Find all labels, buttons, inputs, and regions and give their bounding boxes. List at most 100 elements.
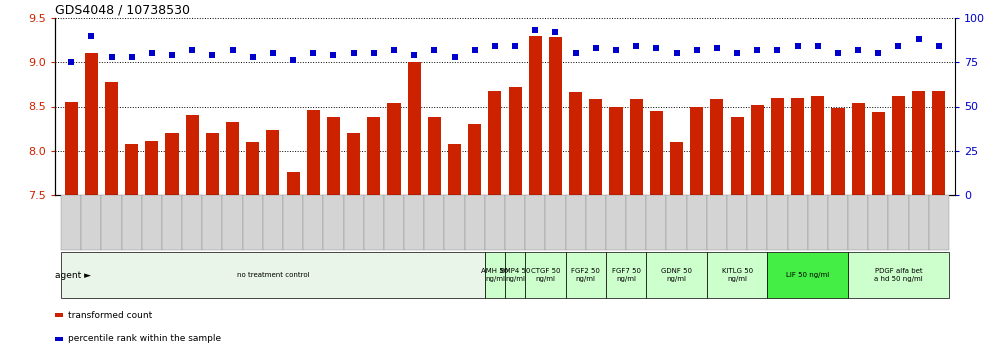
Bar xyxy=(465,195,485,250)
Point xyxy=(548,29,564,35)
Point xyxy=(527,28,543,33)
Bar xyxy=(529,36,542,195)
Bar xyxy=(226,122,239,195)
Bar xyxy=(566,252,606,298)
Bar xyxy=(404,195,424,250)
Bar xyxy=(788,195,808,250)
Point xyxy=(588,45,604,51)
Point xyxy=(164,52,180,58)
Bar xyxy=(932,91,945,195)
Point xyxy=(851,47,867,53)
Point xyxy=(265,51,281,56)
Text: GDNF 50
ng/ml: GDNF 50 ng/ml xyxy=(661,268,692,282)
Bar xyxy=(626,195,646,250)
Bar xyxy=(848,252,949,298)
Bar xyxy=(324,195,344,250)
Bar xyxy=(710,99,723,195)
Bar xyxy=(505,195,525,250)
Point xyxy=(729,51,745,56)
Point xyxy=(306,51,322,56)
Point xyxy=(749,47,765,53)
Bar xyxy=(266,130,280,195)
Bar xyxy=(485,195,505,250)
Bar xyxy=(646,195,666,250)
Bar xyxy=(162,195,182,250)
Point xyxy=(225,47,241,53)
Text: FGF2 50
ng/ml: FGF2 50 ng/ml xyxy=(572,268,601,282)
Bar xyxy=(263,195,283,250)
Bar xyxy=(246,142,259,195)
Text: FGF7 50
ng/ml: FGF7 50 ng/ml xyxy=(612,268,640,282)
Bar xyxy=(666,195,686,250)
Point xyxy=(668,51,684,56)
Point xyxy=(910,36,926,42)
Text: AMH 50
ng/ml: AMH 50 ng/ml xyxy=(481,268,509,282)
Point xyxy=(104,54,120,60)
Bar xyxy=(165,133,178,195)
Bar xyxy=(383,195,404,250)
Bar xyxy=(222,195,243,250)
Bar xyxy=(869,195,888,250)
Text: PDGF alfa bet
a hd 50 ng/ml: PDGF alfa bet a hd 50 ng/ml xyxy=(874,268,923,282)
Point xyxy=(63,59,79,65)
Point xyxy=(426,47,442,53)
Bar xyxy=(56,313,64,317)
Bar xyxy=(646,252,707,298)
Bar xyxy=(287,172,300,195)
Point xyxy=(689,47,705,53)
Bar xyxy=(828,195,848,250)
Point xyxy=(648,45,664,51)
Bar xyxy=(928,195,949,250)
Text: CTGF 50
ng/ml: CTGF 50 ng/ml xyxy=(531,268,560,282)
Point xyxy=(204,52,220,58)
Text: agent ►: agent ► xyxy=(56,270,92,280)
Point xyxy=(143,51,159,56)
Point xyxy=(285,58,301,63)
Point xyxy=(184,47,200,53)
Bar xyxy=(670,142,683,195)
Bar xyxy=(549,38,562,195)
Point xyxy=(568,51,584,56)
Bar xyxy=(61,195,82,250)
Bar xyxy=(908,195,928,250)
Bar xyxy=(468,124,481,195)
Bar xyxy=(428,117,441,195)
Bar xyxy=(61,252,485,298)
Bar xyxy=(509,87,522,195)
Bar xyxy=(145,141,158,195)
Point xyxy=(245,54,261,60)
Point xyxy=(890,44,906,49)
Bar xyxy=(767,252,848,298)
Bar xyxy=(368,117,380,195)
Bar xyxy=(387,103,400,195)
Bar xyxy=(852,103,865,195)
Point xyxy=(770,47,786,53)
Bar xyxy=(546,195,566,250)
Bar xyxy=(505,252,525,298)
Bar xyxy=(347,133,361,195)
Point xyxy=(446,54,462,60)
Bar xyxy=(448,144,461,195)
Text: percentile rank within the sample: percentile rank within the sample xyxy=(68,335,221,343)
Bar xyxy=(707,195,727,250)
Text: BMP4 50
ng/ml: BMP4 50 ng/ml xyxy=(500,268,530,282)
Point xyxy=(84,33,100,39)
Text: transformed count: transformed count xyxy=(68,310,151,320)
Bar xyxy=(307,110,320,195)
Point xyxy=(830,51,846,56)
Bar xyxy=(888,195,908,250)
Bar xyxy=(811,96,825,195)
Bar xyxy=(303,195,324,250)
Bar xyxy=(690,107,703,195)
Point xyxy=(709,45,725,51)
Bar xyxy=(771,98,784,195)
Bar xyxy=(102,195,122,250)
Bar xyxy=(610,107,622,195)
Bar xyxy=(82,195,102,250)
Point xyxy=(366,51,381,56)
Point xyxy=(346,51,362,56)
Bar xyxy=(424,195,444,250)
Bar xyxy=(85,53,98,195)
Point xyxy=(124,54,139,60)
Bar xyxy=(566,195,586,250)
